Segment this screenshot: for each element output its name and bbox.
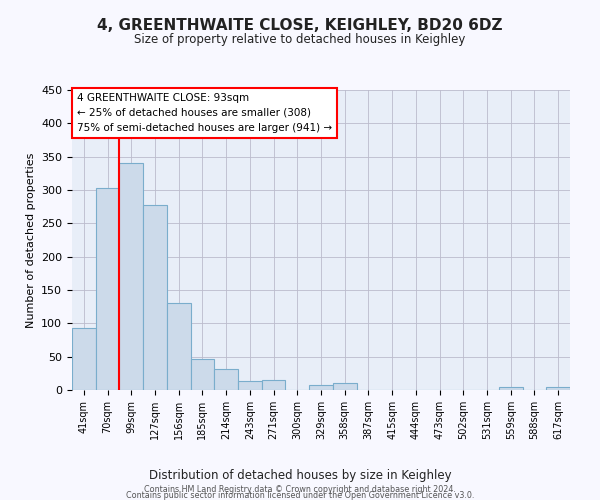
Bar <box>72 328 96 390</box>
Text: Size of property relative to detached houses in Keighley: Size of property relative to detached ho… <box>134 32 466 46</box>
Bar <box>238 382 262 390</box>
Bar <box>119 164 143 390</box>
Bar <box>333 384 356 390</box>
Bar <box>191 358 214 390</box>
Text: Distribution of detached houses by size in Keighley: Distribution of detached houses by size … <box>149 470 451 482</box>
Text: Contains HM Land Registry data © Crown copyright and database right 2024.: Contains HM Land Registry data © Crown c… <box>144 485 456 494</box>
Bar <box>143 204 167 390</box>
Bar <box>499 388 523 390</box>
Y-axis label: Number of detached properties: Number of detached properties <box>26 152 35 328</box>
Bar <box>262 380 286 390</box>
Bar <box>167 302 191 390</box>
Bar <box>96 188 119 390</box>
Bar <box>214 370 238 390</box>
Text: 4, GREENTHWAITE CLOSE, KEIGHLEY, BD20 6DZ: 4, GREENTHWAITE CLOSE, KEIGHLEY, BD20 6D… <box>97 18 503 32</box>
Text: Contains public sector information licensed under the Open Government Licence v3: Contains public sector information licen… <box>126 491 474 500</box>
Bar <box>546 388 570 390</box>
Text: 4 GREENTHWAITE CLOSE: 93sqm
← 25% of detached houses are smaller (308)
75% of se: 4 GREENTHWAITE CLOSE: 93sqm ← 25% of det… <box>77 93 332 132</box>
Bar <box>309 384 333 390</box>
